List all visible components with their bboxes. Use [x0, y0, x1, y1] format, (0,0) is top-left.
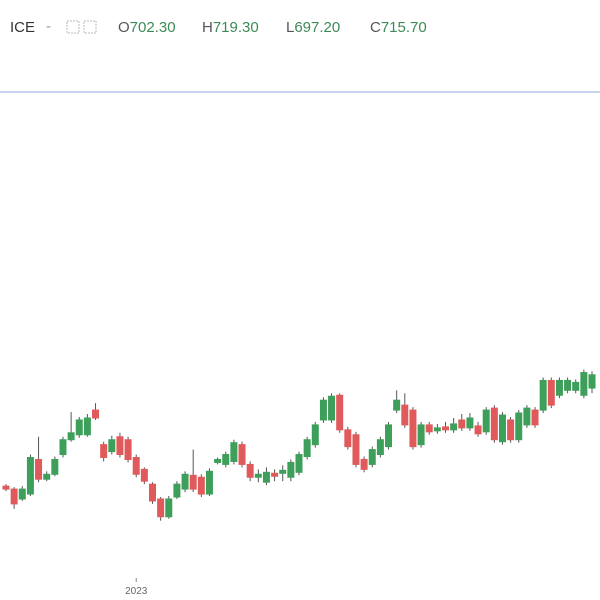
candle-body: [173, 483, 181, 498]
candle-body: [238, 444, 246, 465]
candle-body: [67, 432, 75, 441]
candle-body: [474, 425, 482, 435]
candle-body: [523, 407, 531, 426]
candle-body: [368, 449, 376, 465]
candle-body: [328, 395, 336, 421]
candle-body: [246, 463, 254, 478]
candle-body: [564, 379, 572, 391]
ohlc-key: L: [286, 19, 294, 36]
candle-body: [336, 394, 344, 431]
candle-body: [254, 473, 262, 478]
candle-body: [507, 419, 515, 441]
candle-body: [482, 409, 490, 433]
candle-body: [458, 419, 466, 429]
candle-body: [35, 458, 43, 480]
candle-body: [271, 472, 279, 477]
candle-body: [303, 439, 311, 458]
candle-body: [214, 458, 222, 463]
candle-body: [116, 436, 124, 456]
candle-body: [466, 417, 474, 429]
candle-body: [588, 374, 596, 389]
candle-body: [409, 409, 417, 448]
candle-body: [490, 407, 498, 441]
ohlc-value: 702.30: [130, 19, 176, 36]
candle-body: [344, 429, 352, 448]
candle-body: [498, 414, 506, 443]
candle-body: [287, 461, 295, 478]
candle-body: [450, 423, 458, 431]
plot: 2023: [2, 369, 596, 597]
candle-body: [10, 488, 18, 505]
ohlc-key: C: [370, 19, 381, 36]
candle-body: [360, 458, 368, 470]
candle-body: [401, 404, 409, 426]
ohlc-item: H719.30: [202, 19, 259, 36]
candle-body: [295, 454, 303, 473]
candle-body: [132, 456, 140, 475]
candle-body: [18, 488, 26, 500]
candle-body: [2, 485, 10, 490]
candle-body: [165, 498, 173, 518]
candle-body: [580, 372, 588, 396]
candle-body: [425, 424, 433, 433]
symbol: ICE: [10, 19, 35, 36]
candle-body: [433, 427, 441, 432]
candle-body: [555, 379, 563, 396]
candle-body: [262, 471, 270, 483]
candle-body: [311, 424, 319, 446]
candle-body: [26, 456, 34, 495]
ohlc-item: L697.20: [286, 19, 340, 36]
candle-body: [222, 454, 230, 465]
candle-body: [140, 468, 148, 482]
candle-body: [515, 412, 523, 441]
candle-body: [385, 424, 393, 448]
ohlc-item: O702.30: [118, 19, 176, 36]
candle-body: [279, 469, 287, 474]
candle-body: [75, 419, 83, 436]
candle-body: [100, 444, 108, 458]
candle-body: [393, 399, 401, 411]
ohlc-key: O: [118, 19, 130, 36]
candle-body: [92, 409, 100, 419]
candle-body: [547, 379, 555, 406]
candle-body: [205, 470, 213, 495]
x-tick-label: 2023: [125, 586, 148, 597]
ohlc-item: C715.70: [370, 19, 427, 36]
candle-body: [572, 381, 580, 391]
candle-body: [352, 434, 360, 465]
icon[interactable]: [83, 20, 97, 34]
candle-body: [51, 458, 59, 475]
candle-body: [157, 498, 165, 518]
candle-body: [108, 439, 116, 453]
ohlc-legend: O702.30 H719.30 L697.20 C715.70: [118, 19, 427, 36]
candle-body: [531, 409, 539, 426]
candle-body: [539, 379, 547, 411]
candle-body: [149, 483, 156, 502]
candle-body: [43, 473, 51, 480]
candle-body: [59, 439, 67, 456]
candle-body: [197, 476, 205, 495]
dropdown[interactable]: -: [46, 18, 51, 35]
candle-body: [442, 426, 449, 431]
candle-body: [376, 439, 384, 456]
ohlc-value: 715.70: [381, 19, 427, 36]
icon[interactable]: [66, 20, 80, 34]
ohlc-key: H: [202, 19, 213, 36]
candle-body: [83, 417, 91, 436]
ohlc-value: 719.30: [213, 19, 259, 36]
candle-body: [230, 442, 238, 462]
candle-body: [189, 474, 197, 490]
candle-body: [319, 399, 327, 421]
candle-body: [181, 473, 189, 490]
ohlc-value: 697.20: [294, 19, 340, 36]
candle-body: [417, 424, 425, 446]
candle-body: [124, 439, 132, 460]
